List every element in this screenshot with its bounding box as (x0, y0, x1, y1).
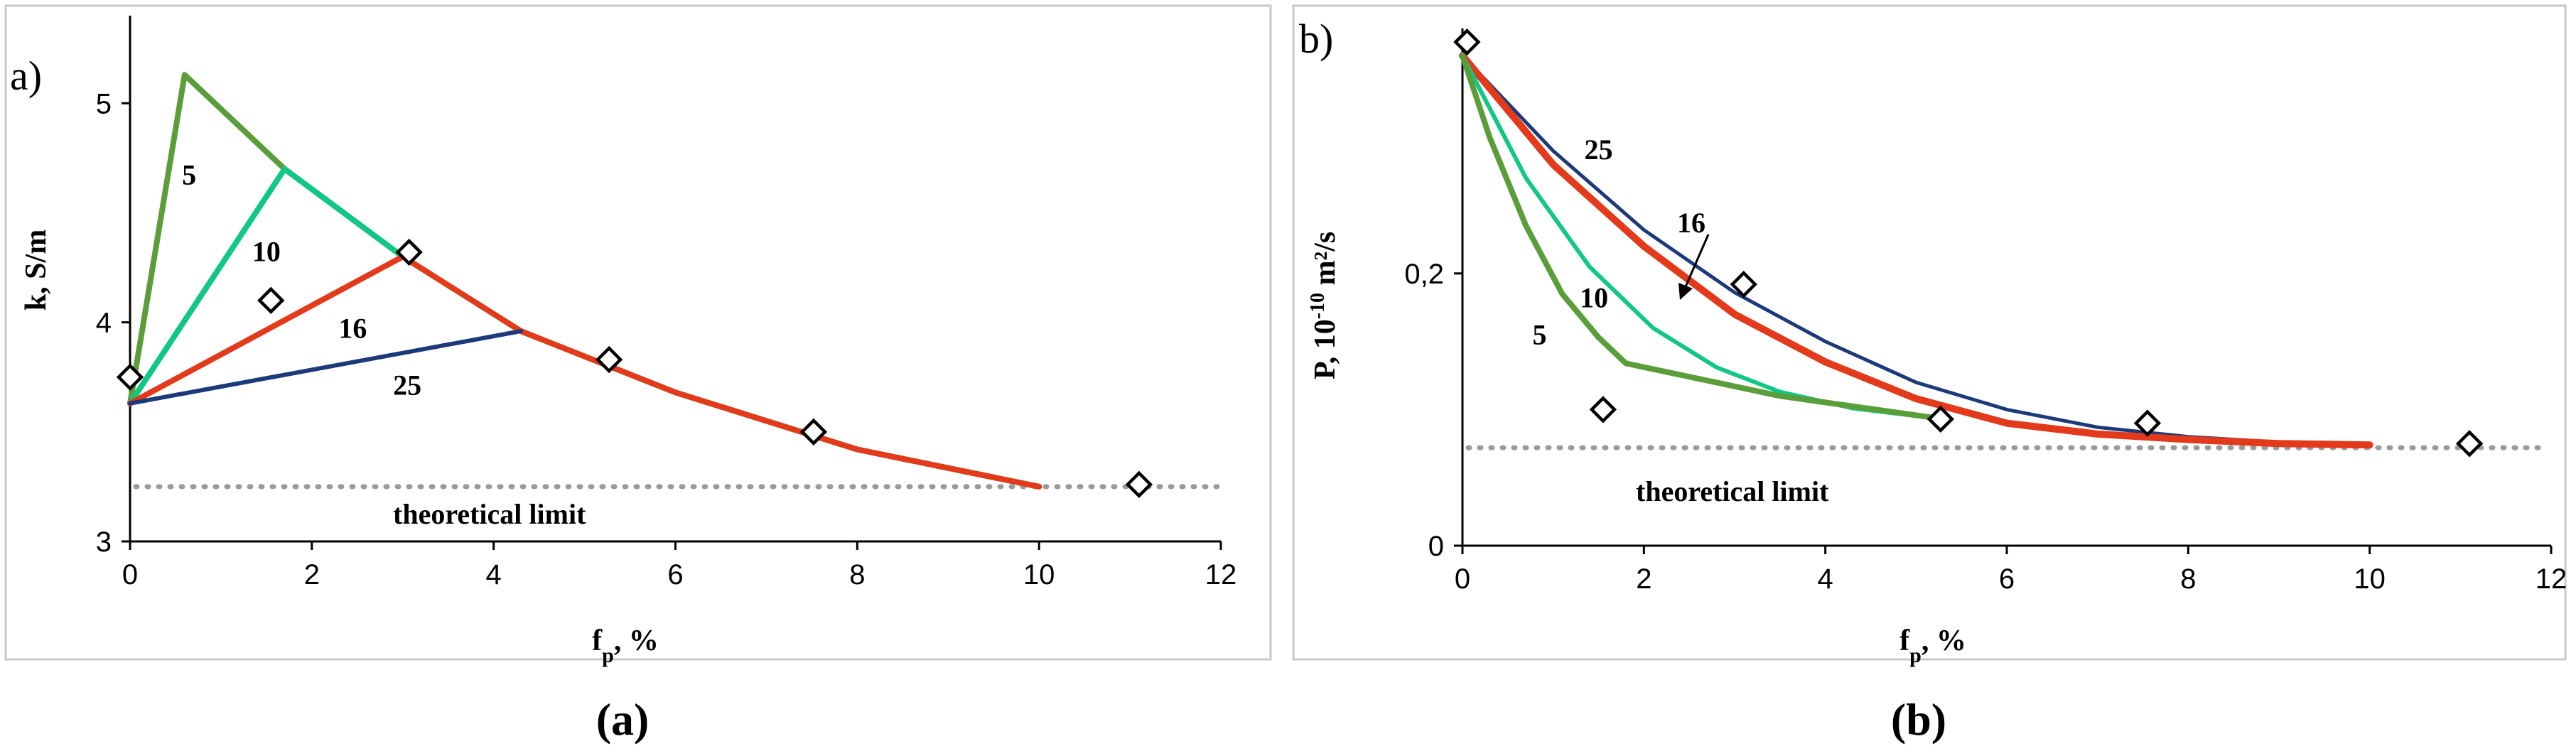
panel-b-x-axis-subscript: p (1909, 644, 1922, 667)
panel-b-y-axis-exponent: -10 (1307, 293, 1329, 319)
panel-b-y-tick-label: 0 (1428, 531, 1444, 562)
panel-a-theoretical-limit-label: theoretical limit (393, 498, 586, 530)
panel-a-x-tick-label: 6 (667, 559, 683, 590)
panel-b-x-tick-label: 12 (2535, 563, 2567, 595)
panel-a-curve-label-16: 16 (338, 312, 367, 344)
panel-b-curve-label-25: 25 (1585, 134, 1613, 166)
panel-a-data-marker (116, 363, 144, 391)
panel-a-data-marker (1125, 470, 1153, 499)
panel-a-series-25-line (128, 329, 523, 406)
panel-a-series-16-line (127, 254, 1042, 490)
panel-b-x-tick-label: 2 (1636, 563, 1651, 595)
panel-a-data-marker (799, 418, 828, 446)
panel-b-arrow-shaft (1683, 234, 1710, 291)
panel-b-y-axis-title: P, 10-10 m²/s (1307, 232, 1342, 379)
panel-b-data-marker (1453, 28, 1481, 56)
panel-a-x-tick-label: 0 (122, 559, 138, 590)
panel-b-data-marker (2133, 409, 2162, 437)
panel-a-x-axis-unit: , % (614, 625, 659, 657)
panel-b-data-marker (2455, 430, 2484, 458)
panel-a-curve-label-10: 10 (252, 235, 281, 267)
panel-b-data-marker (1589, 396, 1617, 423)
panel-a-x-tick-label: 8 (849, 559, 865, 590)
panel-b-series-5-line (1460, 53, 1946, 422)
panel-a-x-tick-label: 10 (1023, 559, 1055, 590)
caption-a: (a) (596, 694, 650, 745)
panel-a-plot-area: 0 2 4 6 8 10 12 3 4 5 5 10 16 25 (96, 16, 1237, 590)
panel-a-data-marker (257, 286, 285, 315)
panel-b-chart: b) 0 2 4 6 8 10 12 0 0,2 25 10 5 P, 10-10 m²/s fp, … (1292, 4, 2567, 667)
panel-b-y-axis-symbol: P, 10 (1309, 319, 1342, 379)
panel-a-chart: a) 0 2 4 6 8 10 12 3 4 5 5 10 16 25 k, S/m fp, % theo… (4, 4, 1272, 667)
panel-b-data-marker (1730, 270, 1757, 298)
panel-b-arrow-label-16: 16 (1677, 207, 1705, 239)
caption-b: (b) (1891, 694, 1946, 745)
panel-a-frame (4, 4, 1272, 661)
panel-a-data-marker (595, 345, 623, 374)
panel-b-x-tick-label: 8 (2180, 563, 2196, 595)
panel-a-data-marker (395, 238, 423, 266)
panel-b-frame (1292, 4, 2567, 661)
panel-b-x-tick-label: 10 (2354, 563, 2386, 595)
panel-a-curve-label-5: 5 (182, 158, 196, 190)
panel-b-x-axis-symbol: f (1899, 625, 1910, 657)
panel-b-arrow-head (1678, 283, 1693, 300)
panel-b-x-axis-title: fp, % (1899, 625, 1966, 667)
panel-a-x-axis-title: fp, % (592, 625, 659, 667)
panel-a-y-tick-label: 5 (96, 88, 112, 119)
panel-a-x-tick-label: 2 (304, 559, 320, 590)
panel-b-series-25-line (1460, 53, 2372, 447)
panel-a-y-tick-label: 4 (96, 308, 112, 339)
panel-b-curve-label-10: 10 (1580, 282, 1608, 314)
panel-b-x-tick-label: 6 (1999, 563, 2015, 595)
panel-b-theoretical-limit-label: theoretical limit (1636, 475, 1829, 507)
panel-a-x-tick-label: 12 (1205, 559, 1237, 590)
panel-b-x-tick-label: 4 (1818, 563, 1833, 595)
panel-b-y-tick-label: 0,2 (1404, 259, 1444, 290)
panel-b-y-axis-unit: m²/s (1309, 232, 1342, 293)
panel-b-tag: b) (1299, 16, 1333, 62)
panel-a-tag: a) (10, 53, 42, 99)
panel-a-y-axis-title: k, S/m (20, 230, 53, 310)
panel-a-y-tick-label: 3 (96, 526, 112, 558)
panel-b-x-tick-label: 0 (1455, 563, 1470, 595)
panel-a-series-5-line (127, 72, 1042, 490)
panel-b-x-axis-unit: , % (1922, 625, 1966, 657)
panel-b-series-16-line (1459, 52, 2373, 449)
panel-b-curve-label-5: 5 (1533, 318, 1547, 350)
panel-b-plot-area: 0 2 4 6 8 10 12 0 0,2 25 10 5 (1404, 28, 2567, 595)
panel-a-curve-label-25: 25 (393, 369, 421, 401)
panel-a-x-axis-symbol: f (592, 625, 603, 657)
panel-a-x-tick-label: 4 (486, 559, 502, 590)
panel-a-x-axis-subscript: p (602, 644, 614, 667)
panel-b-data-marker (1926, 405, 1954, 433)
